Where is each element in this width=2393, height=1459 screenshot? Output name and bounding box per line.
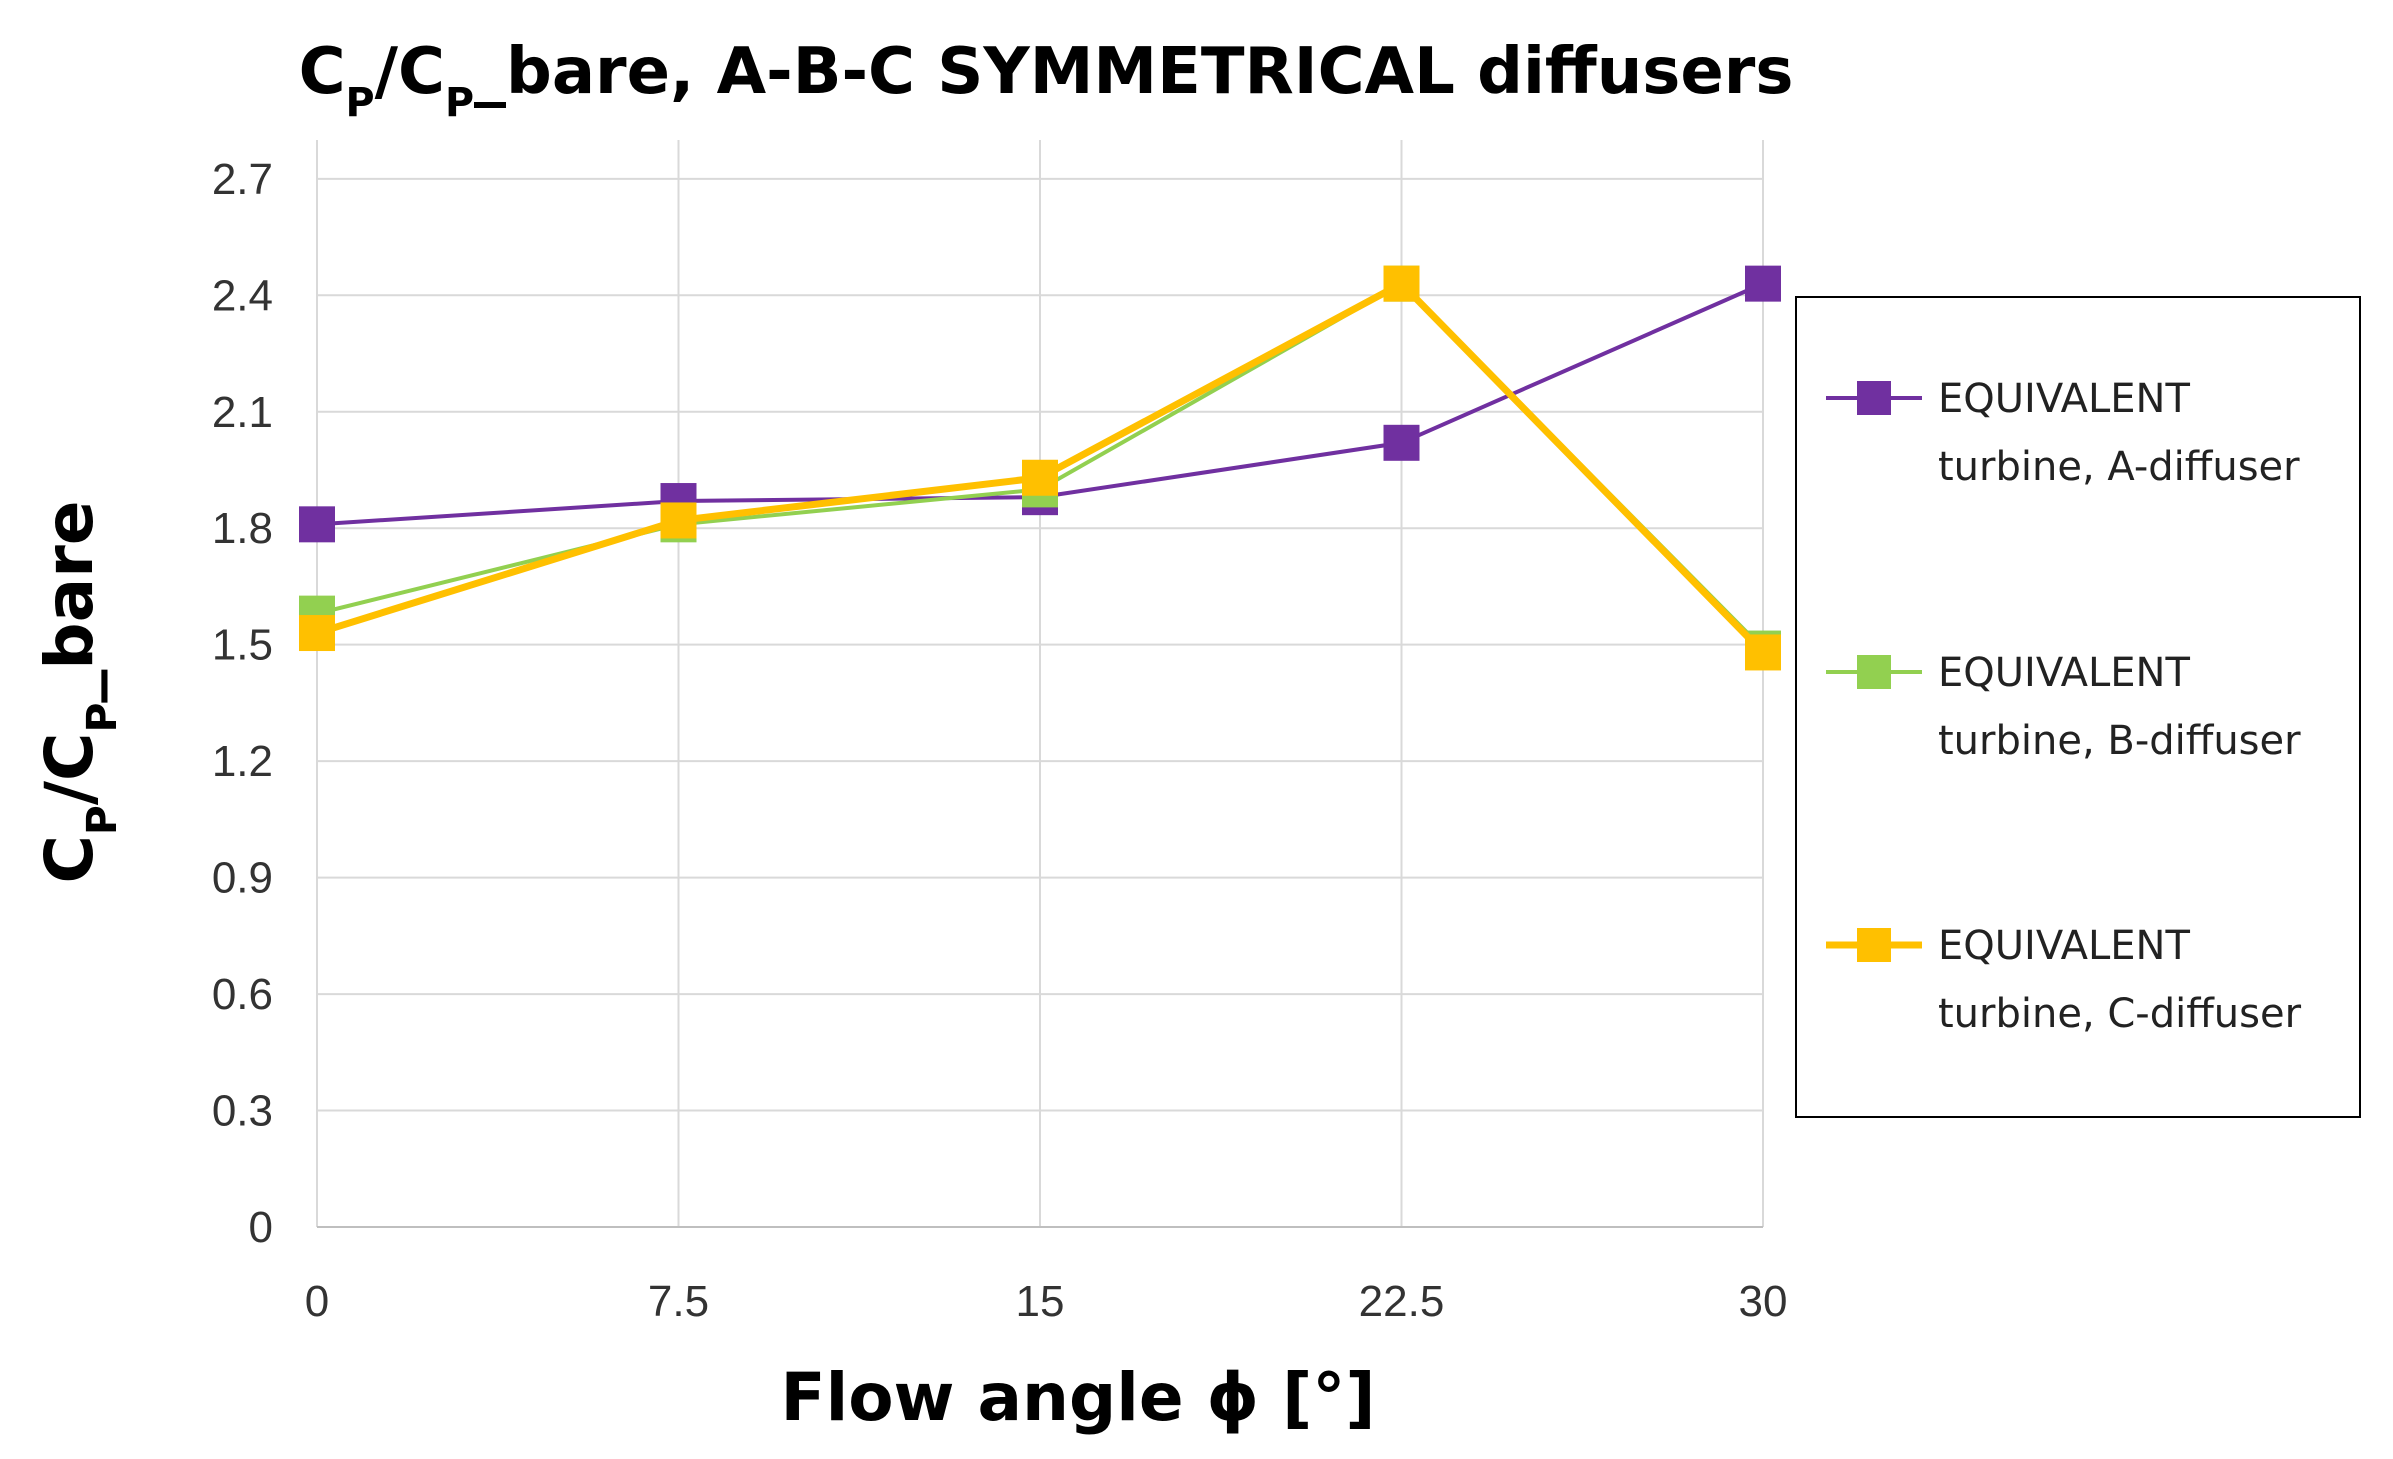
y-axis-title: CP/CP_bare [31, 500, 126, 883]
legend: EQUIVALENT turbine, A-diffuser EQUIVALENT t… [1795, 296, 2361, 1118]
x-tick-label: 15 [1016, 1277, 1065, 1326]
data-point [1745, 265, 1781, 302]
series-3 [299, 265, 1781, 671]
legend-label: turbine, B-diffuser [1938, 718, 2301, 764]
x-tick-label: 30 [1739, 1277, 1788, 1326]
subscript-text: P [445, 80, 474, 126]
title-text-part: /C [375, 35, 445, 109]
axes: 0 0.3 0.6 0.9 1.2 1.5 1.8 2.1 2.4 2.7 0 7.5 15 22.5 30 [212, 155, 1788, 1326]
y-tick-label: 0.3 [212, 1087, 273, 1136]
y-tick-label: 1.8 [212, 504, 273, 553]
title-text-part: _bare, A-B-C SYMMETRICAL diffusers [474, 35, 1793, 109]
x-tick-label: 22.5 [1359, 1277, 1445, 1326]
subscript-text: P [78, 805, 126, 835]
legend-entry: EQUIVALENT turbine, C-diffuser [1826, 923, 2302, 1037]
legend-swatch-marker [1857, 381, 1891, 415]
title-text-part: _bare [31, 500, 108, 702]
y-tick-label: 0.6 [212, 970, 273, 1019]
x-tick-label: 0 [305, 1277, 329, 1326]
legend-label: turbine, C-diffuser [1938, 991, 2302, 1037]
y-tick-label: 1.2 [212, 737, 273, 786]
data-point [660, 502, 697, 539]
legend-label: EQUIVALENT [1938, 650, 2190, 696]
legend-swatch-marker [1857, 928, 1891, 962]
y-tick-label: 2.4 [212, 271, 273, 320]
data-point [1383, 265, 1420, 302]
y-tick-label: 0 [249, 1203, 273, 1252]
series-layer [299, 265, 1781, 671]
gridlines [316, 140, 1764, 1227]
title-text-part: C [31, 835, 108, 883]
title-text-part: C [299, 35, 346, 109]
subscript-text: P [346, 80, 375, 126]
x-tick-label: 7.5 [648, 1277, 709, 1326]
legend-swatch-marker [1857, 655, 1891, 689]
data-point [299, 615, 335, 652]
title-text-part: /C [31, 733, 108, 806]
legend-label: EQUIVALENT [1938, 376, 2190, 422]
chart-title: CP/CP_bare, A-B-C SYMMETRICAL diffusers [299, 35, 1794, 126]
y-tick-label: 2.7 [212, 155, 273, 204]
x-axis-title: Flow angle ϕ [°] [781, 1359, 1376, 1436]
legend-box [1795, 296, 2361, 1118]
data-point [299, 506, 335, 543]
y-tick-label: 2.1 [212, 388, 273, 437]
data-point [1745, 634, 1781, 671]
subscript-text: P [78, 703, 126, 733]
y-tick-label: 0.9 [212, 854, 273, 903]
data-point [1022, 459, 1058, 496]
legend-label: turbine, A-diffuser [1938, 444, 2300, 490]
legend-entry: EQUIVALENT turbine, B-diffuser [1826, 650, 2301, 764]
legend-label: EQUIVALENT [1938, 923, 2190, 969]
data-point [1383, 424, 1420, 461]
legend-entry: EQUIVALENT turbine, A-diffuser [1826, 376, 2300, 490]
y-tick-label: 1.5 [212, 621, 273, 670]
